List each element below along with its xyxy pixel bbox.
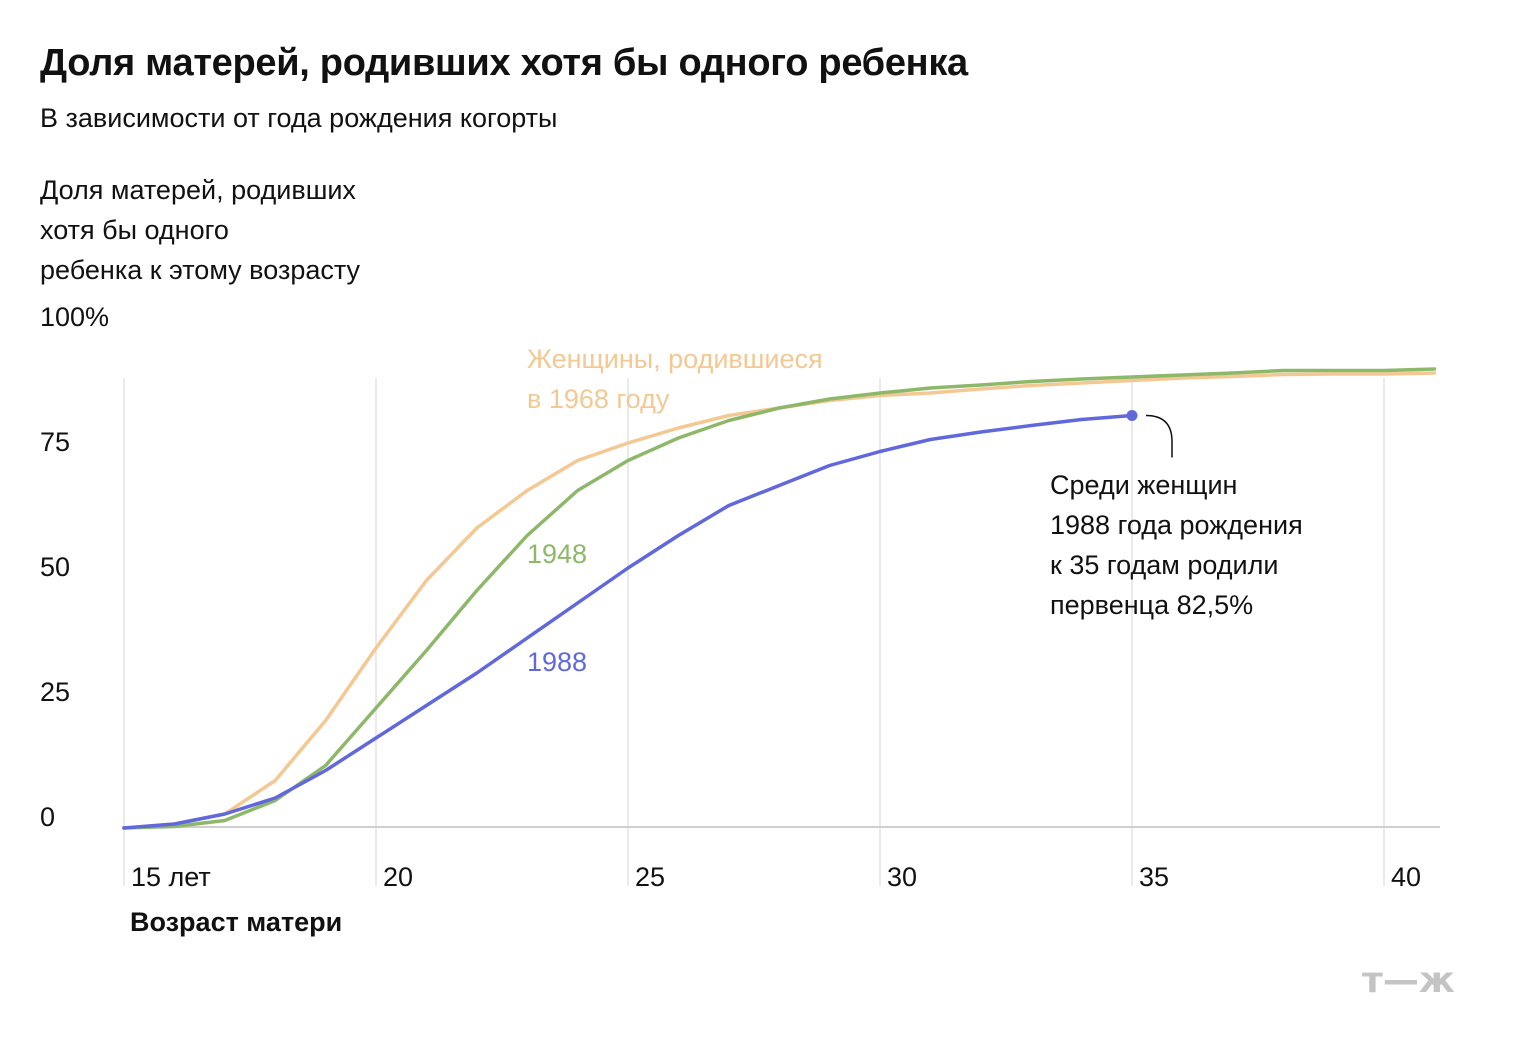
y-axis-label-line: хотя бы одного [40, 215, 229, 245]
series-label-1968: в 1968 году [527, 384, 670, 414]
series-label-1948: 1948 [527, 539, 587, 569]
annotation-text-line: Среди женщин [1050, 470, 1237, 500]
x-tick-labels: 15 лет 20 25 30 35 40 [131, 862, 1421, 892]
series-label-1968: Женщины, родившиеся [527, 344, 823, 374]
chart-subtitle: В зависимости от года рождения когорты [40, 103, 558, 133]
brand-logo-text: т—ж [1362, 960, 1455, 1000]
x-tick-label-40: 40 [1391, 862, 1421, 892]
annotation: Среди женщин 1988 года рождения к 35 годам… [1050, 410, 1303, 620]
annotation-text-line: 1988 года рождения [1050, 510, 1303, 540]
y-tick-label-100: 100% [40, 302, 109, 332]
series-lines [122, 367, 1437, 830]
series-line-1948 [122, 367, 1437, 830]
y-tick-label-75: 75 [40, 427, 70, 457]
annotation-point [1126, 410, 1138, 421]
annotation-text-line: первенца 82,5% [1050, 590, 1253, 620]
x-tick-label-15: 15 лет [131, 862, 211, 892]
series-line-1988 [122, 413, 1134, 830]
x-tick-label-30: 30 [887, 862, 917, 892]
y-axis-label-line: Доля матерей, родивших [40, 175, 356, 205]
annotation-text-line: к 35 годам родили [1050, 550, 1278, 580]
x-tick-label-20: 20 [383, 862, 413, 892]
y-axis-label: Доля матерей, родивших хотя бы одного ре… [40, 170, 360, 290]
chart-title: Доля матерей, родивших хотя бы одного ре… [40, 42, 968, 84]
y-tick-label-50: 50 [40, 552, 70, 582]
x-tick-label-35: 35 [1139, 862, 1169, 892]
y-tick-label-25: 25 [40, 677, 70, 707]
brand-logo: т—ж [1362, 960, 1455, 1000]
y-tick-label-0: 0 [40, 802, 55, 832]
x-tick-label-25: 25 [635, 862, 665, 892]
y-axis-label-line: ребенка к этому возрасту [40, 255, 361, 285]
y-tick-labels: 0 25 50 75 100% [40, 302, 109, 832]
grid-lines [123, 378, 1385, 886]
series-labels: Женщины, родившиеся в 1968 году 1948 1988 [527, 344, 823, 677]
series-label-1988: 1988 [527, 647, 587, 677]
x-axis-label: Возраст матери [130, 907, 343, 937]
annotation-leader [1145, 414, 1173, 458]
